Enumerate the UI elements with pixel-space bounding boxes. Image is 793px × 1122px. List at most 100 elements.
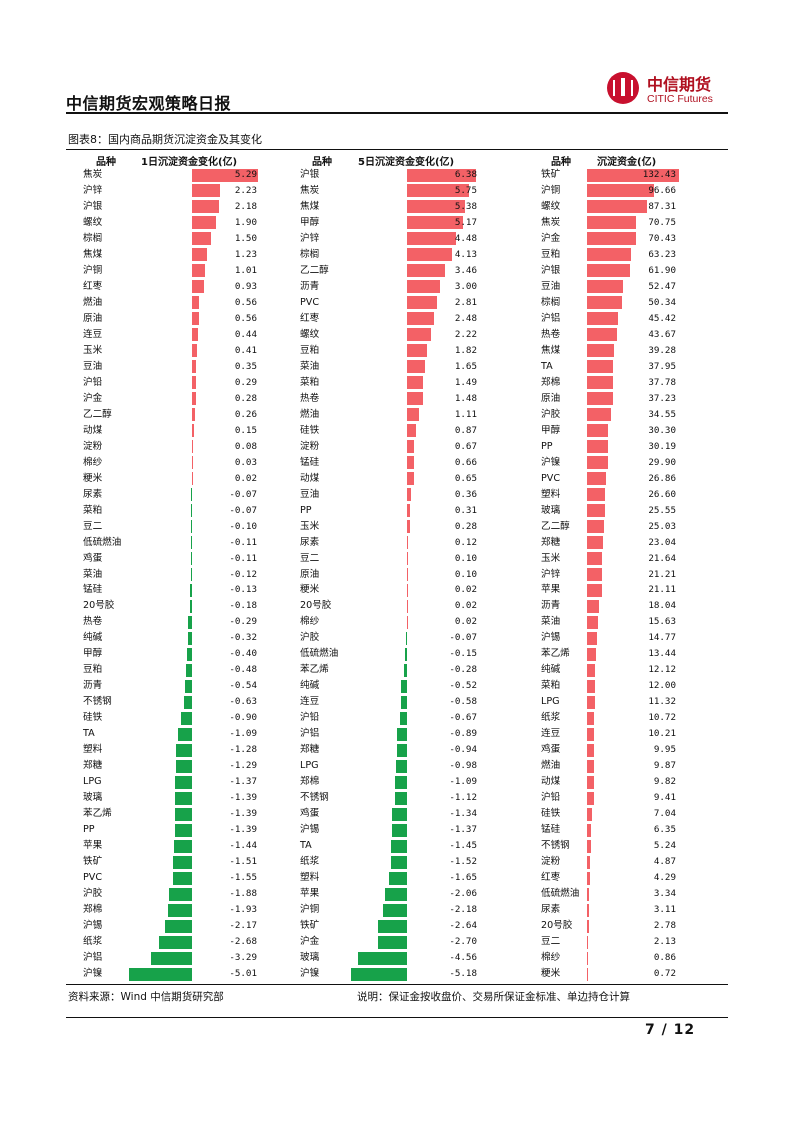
category-label: 粳米 xyxy=(541,968,561,979)
data-bar xyxy=(188,631,192,645)
category-label: 苯乙烯 xyxy=(541,648,570,660)
table-row: 郑棉 -1.09 xyxy=(300,774,477,790)
value-label: 4.48 xyxy=(454,232,477,244)
table-row: 连豆 0.44 xyxy=(83,327,257,343)
value-label: 1.11 xyxy=(454,408,477,420)
data-bar xyxy=(392,807,407,821)
value-label: 26.60 xyxy=(648,488,676,500)
data-bar xyxy=(587,328,618,342)
data-bar xyxy=(587,775,594,789)
table-row: 沪锡 -1.37 xyxy=(300,822,477,838)
value-label: 1.01 xyxy=(234,264,257,276)
table-row: 棉纱 0.86 xyxy=(541,950,676,966)
table-row: 尿素 -0.07 xyxy=(83,487,257,503)
category-label: 棕榈 xyxy=(300,248,320,260)
table-row: 低硫燃油 -0.15 xyxy=(300,646,477,662)
data-bar xyxy=(190,583,192,597)
table-row: 沪胶 34.55 xyxy=(541,407,676,423)
category-label: 硅铁 xyxy=(83,712,103,724)
category-label: LPG xyxy=(83,776,102,788)
value-label: -1.44 xyxy=(229,840,257,852)
table-row: 红枣 0.93 xyxy=(83,279,257,295)
data-bar xyxy=(587,759,594,773)
value-label: -0.94 xyxy=(449,744,477,756)
category-label: 动煤 xyxy=(541,776,561,788)
value-label: 0.10 xyxy=(454,552,477,564)
value-label: 3.00 xyxy=(454,280,477,292)
value-label: -1.52 xyxy=(449,856,477,868)
table-row: PP 30.19 xyxy=(541,439,676,455)
data-bar xyxy=(587,839,591,853)
table-row: 沪金 -2.70 xyxy=(300,934,477,950)
table-row: 棉纱 0.02 xyxy=(300,614,477,630)
citic-logo: 中信期货 CITIC Futures xyxy=(607,72,737,112)
category-label: 原油 xyxy=(300,568,320,580)
table-row: 沪锡 14.77 xyxy=(541,630,676,646)
category-label: 沪锌 xyxy=(541,568,561,580)
table-row: 红枣 2.48 xyxy=(300,311,477,327)
category-label: 郑糖 xyxy=(300,744,320,756)
value-label: 30.19 xyxy=(648,440,676,452)
category-label: 不锈钢 xyxy=(83,696,112,708)
table-row: 棕榈 1.50 xyxy=(83,231,257,247)
value-label: 6.35 xyxy=(653,824,676,836)
value-label: -1.09 xyxy=(449,776,477,788)
data-bar xyxy=(357,951,407,965)
table-row: PP -1.39 xyxy=(83,822,257,838)
data-bar xyxy=(401,679,407,693)
value-label: 3.46 xyxy=(454,264,477,276)
footer-divider xyxy=(66,1017,728,1018)
table-row: 豆二 0.10 xyxy=(300,551,477,567)
value-label: 0.28 xyxy=(234,392,257,404)
value-label: 37.78 xyxy=(648,376,676,388)
value-label: 2.81 xyxy=(454,296,477,308)
category-label: 沪金 xyxy=(541,232,561,244)
data-bar xyxy=(587,168,679,182)
table-row: 玻璃 25.55 xyxy=(541,503,676,519)
value-label: 0.86 xyxy=(653,952,676,964)
category-label: 苹果 xyxy=(83,840,103,852)
table-row: TA -1.09 xyxy=(83,726,257,742)
table-row: 不锈钢 -0.63 xyxy=(83,694,257,710)
value-label: -0.28 xyxy=(449,664,477,676)
category-label: 玻璃 xyxy=(83,792,103,804)
value-label: 0.44 xyxy=(234,328,257,340)
value-label: -0.18 xyxy=(229,600,257,612)
category-label: 沪铜 xyxy=(300,904,320,916)
category-label: 焦煤 xyxy=(541,344,561,356)
data-bar xyxy=(174,839,192,853)
value-label: -0.11 xyxy=(229,536,257,548)
table-row: 动煤 9.82 xyxy=(541,774,676,790)
table-row: 沪铜 -2.18 xyxy=(300,902,477,918)
category-label: 沪胶 xyxy=(541,408,561,420)
table-row: 菜油 1.65 xyxy=(300,359,477,375)
data-bar xyxy=(174,823,192,837)
table-row: 豆油 0.35 xyxy=(83,359,257,375)
table-row: LPG 11.32 xyxy=(541,694,676,710)
table-row: 螺纹 87.31 xyxy=(541,199,676,215)
table-row: 沪锌 2.23 xyxy=(83,183,257,199)
data-bar xyxy=(587,200,648,214)
data-bar xyxy=(173,855,192,869)
table-row: 动煤 0.65 xyxy=(300,471,477,487)
value-label: 5.38 xyxy=(454,200,477,212)
table-row: 焦煤 5.38 xyxy=(300,199,477,215)
value-label: -2.64 xyxy=(449,920,477,932)
table-row: 郑糖 -0.94 xyxy=(300,742,477,758)
value-label: -0.40 xyxy=(229,648,257,660)
category-label: 低硫燃油 xyxy=(300,648,339,660)
category-label: 苯乙烯 xyxy=(300,664,329,676)
category-label: 连豆 xyxy=(541,728,561,740)
category-label: 沪镍 xyxy=(300,968,320,979)
data-bar xyxy=(587,679,596,693)
table-row: 沪镍 -5.01 xyxy=(83,966,257,982)
table-row: 粳米 0.02 xyxy=(83,471,257,487)
table-row: 焦煤 1.23 xyxy=(83,247,257,263)
data-bar xyxy=(407,504,411,518)
table-row: 豆粕 -0.48 xyxy=(83,662,257,678)
data-bar xyxy=(407,168,477,182)
category-label: 棕榈 xyxy=(83,232,103,244)
table-row: 硅铁 7.04 xyxy=(541,806,676,822)
value-label: 0.02 xyxy=(454,600,477,612)
value-label: 18.04 xyxy=(648,600,676,612)
